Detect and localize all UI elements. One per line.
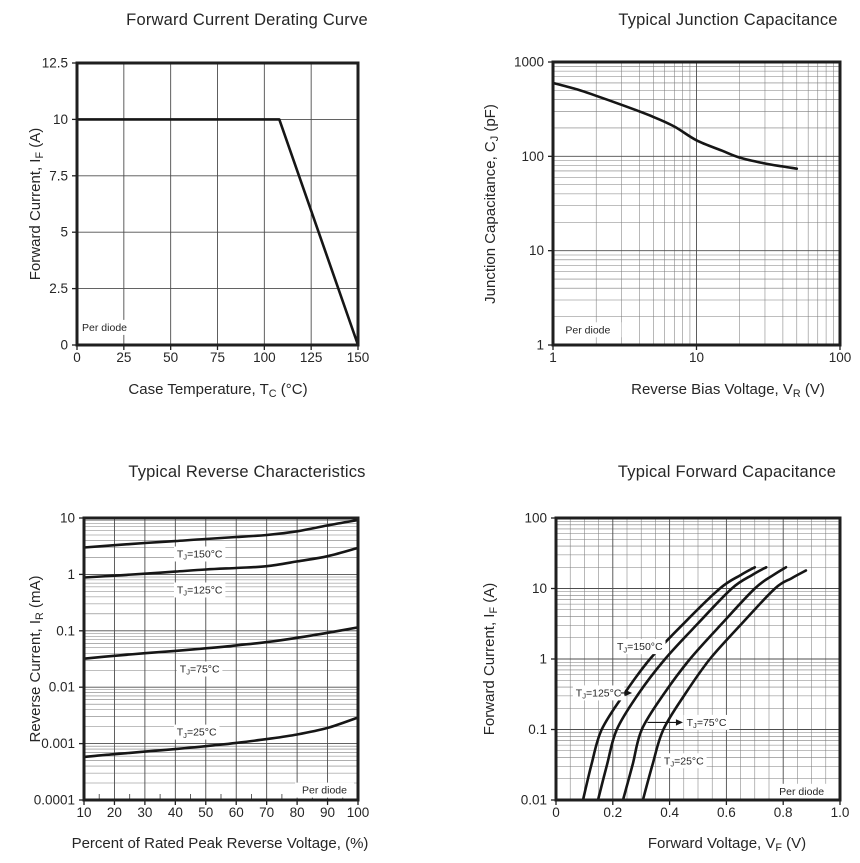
svg-text:75: 75 [210,350,225,365]
svg-text:TJ=25°C: TJ=25°C [664,755,704,768]
svg-text:70: 70 [259,805,274,820]
svg-text:1: 1 [536,338,544,353]
panel-reverse-characteristics: Typical Reverse Characteristics TJ=150°C… [0,431,430,863]
svg-text:10: 10 [532,581,547,596]
svg-text:TJ=150°C: TJ=150°C [177,549,223,562]
svg-text:Reverse Bias Voltage, VR (V): Reverse Bias Voltage, VR (V) [631,381,825,400]
svg-text:50: 50 [198,805,213,820]
svg-text:1.0: 1.0 [831,805,850,820]
svg-text:Percent of Rated Peak Reverse: Percent of Rated Peak Reverse Voltage, (… [72,835,369,852]
svg-text:Case Temperature, TC (°C): Case Temperature, TC (°C) [128,381,307,400]
chart-junction-capacitance: Per diode 1 10 100 1 10 100 1000 Reverse Bias Vo… [482,55,852,401]
svg-text:Forward Current, IF (A): Forward Current, IF (A) [27,128,46,280]
svg-text:50: 50 [163,350,178,365]
svg-text:10: 10 [689,350,704,365]
svg-text:0: 0 [73,350,81,365]
svg-text:1000: 1000 [514,55,544,70]
svg-text:Forward Current, IF (A): Forward Current, IF (A) [481,583,500,735]
svg-text:2.5: 2.5 [49,281,68,296]
svg-text:0.6: 0.6 [717,805,736,820]
svg-text:100: 100 [829,350,852,365]
svg-text:10: 10 [60,511,75,526]
svg-text:0: 0 [60,338,68,353]
svg-text:0.2: 0.2 [603,805,622,820]
svg-text:TJ=150°C: TJ=150°C [617,641,663,654]
svg-text:125: 125 [300,350,323,365]
svg-text:100: 100 [521,149,544,164]
svg-text:20: 20 [107,805,122,820]
svg-text:1: 1 [67,567,75,582]
svg-text:TJ=25°C: TJ=25°C [177,727,217,740]
chart-title-forward-capacitance: Typical Forward Capacitance [617,463,837,481]
svg-text:0.01: 0.01 [521,793,547,808]
svg-text:Per diode: Per diode [82,322,127,334]
svg-text:0.1: 0.1 [528,722,547,737]
svg-text:1: 1 [549,350,557,365]
svg-text:Junction Capacitance, CJ (pF): Junction Capacitance, CJ (pF) [482,104,501,304]
svg-text:Reverse Current, IR (mA): Reverse Current, IR (mA) [27,575,46,742]
svg-text:150: 150 [347,350,370,365]
svg-text:7.5: 7.5 [49,168,68,183]
chart-title-reverse-characteristics: Typical Reverse Characteristics [128,463,366,481]
chart-forward-current-derating: Per diode 0 25 50 75 100 125 150 0 2.5 5 7.5 10 12.5 C… [27,56,370,401]
svg-text:TJ=125°C: TJ=125°C [177,585,223,598]
panel-forward-current-derating: Forward Current Derating Curve Per diode… [0,0,430,431]
svg-text:100: 100 [524,511,547,526]
svg-text:90: 90 [320,805,335,820]
svg-text:100: 100 [253,350,276,365]
chart-title-forward-current-derating: Forward Current Derating Curve [126,11,368,29]
svg-text:1: 1 [539,652,547,667]
svg-text:0: 0 [552,805,560,820]
svg-text:TJ=75°C: TJ=75°C [687,717,727,730]
svg-text:0.01: 0.01 [49,680,75,695]
svg-text:0.1: 0.1 [56,623,75,638]
svg-text:25: 25 [116,350,131,365]
svg-text:0.0001: 0.0001 [34,793,75,808]
svg-text:80: 80 [290,805,305,820]
svg-text:Per diode: Per diode [565,324,610,336]
svg-text:TJ=125°C: TJ=125°C [576,688,622,701]
svg-text:30: 30 [137,805,152,820]
panel-forward-characteristics: Typical Forward Capacitance TJ=150°C TJ=1… [430,431,860,863]
svg-text:5: 5 [60,225,68,240]
svg-text:0.001: 0.001 [41,736,75,751]
svg-text:0.8: 0.8 [774,805,793,820]
svg-text:100: 100 [347,805,370,820]
svg-text:Per diode: Per diode [302,785,347,797]
svg-text:Forward Voltage, VF (V): Forward Voltage, VF (V) [648,835,806,854]
chart-forward-capacitance: TJ=150°C TJ=125°C TJ=75°C TJ=25°C Per diode 0… [481,511,850,855]
chart-title-junction-capacitance: Typical Junction Capacitance [618,11,838,29]
panel-junction-capacitance: Typical Junction Capacitance Per diode 1 1… [430,0,860,431]
svg-text:TJ=75°C: TJ=75°C [180,664,220,677]
svg-text:40: 40 [168,805,183,820]
svg-text:0.4: 0.4 [660,805,679,820]
svg-text:10: 10 [53,112,68,127]
svg-text:10: 10 [76,805,91,820]
svg-text:Per diode: Per diode [779,786,824,798]
svg-text:12.5: 12.5 [42,56,68,71]
svg-text:10: 10 [529,243,544,258]
svg-text:60: 60 [229,805,244,820]
